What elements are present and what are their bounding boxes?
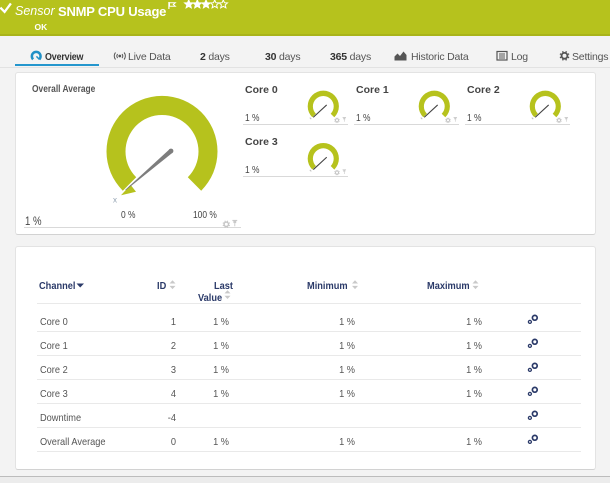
- svg-text:x: x: [113, 196, 117, 205]
